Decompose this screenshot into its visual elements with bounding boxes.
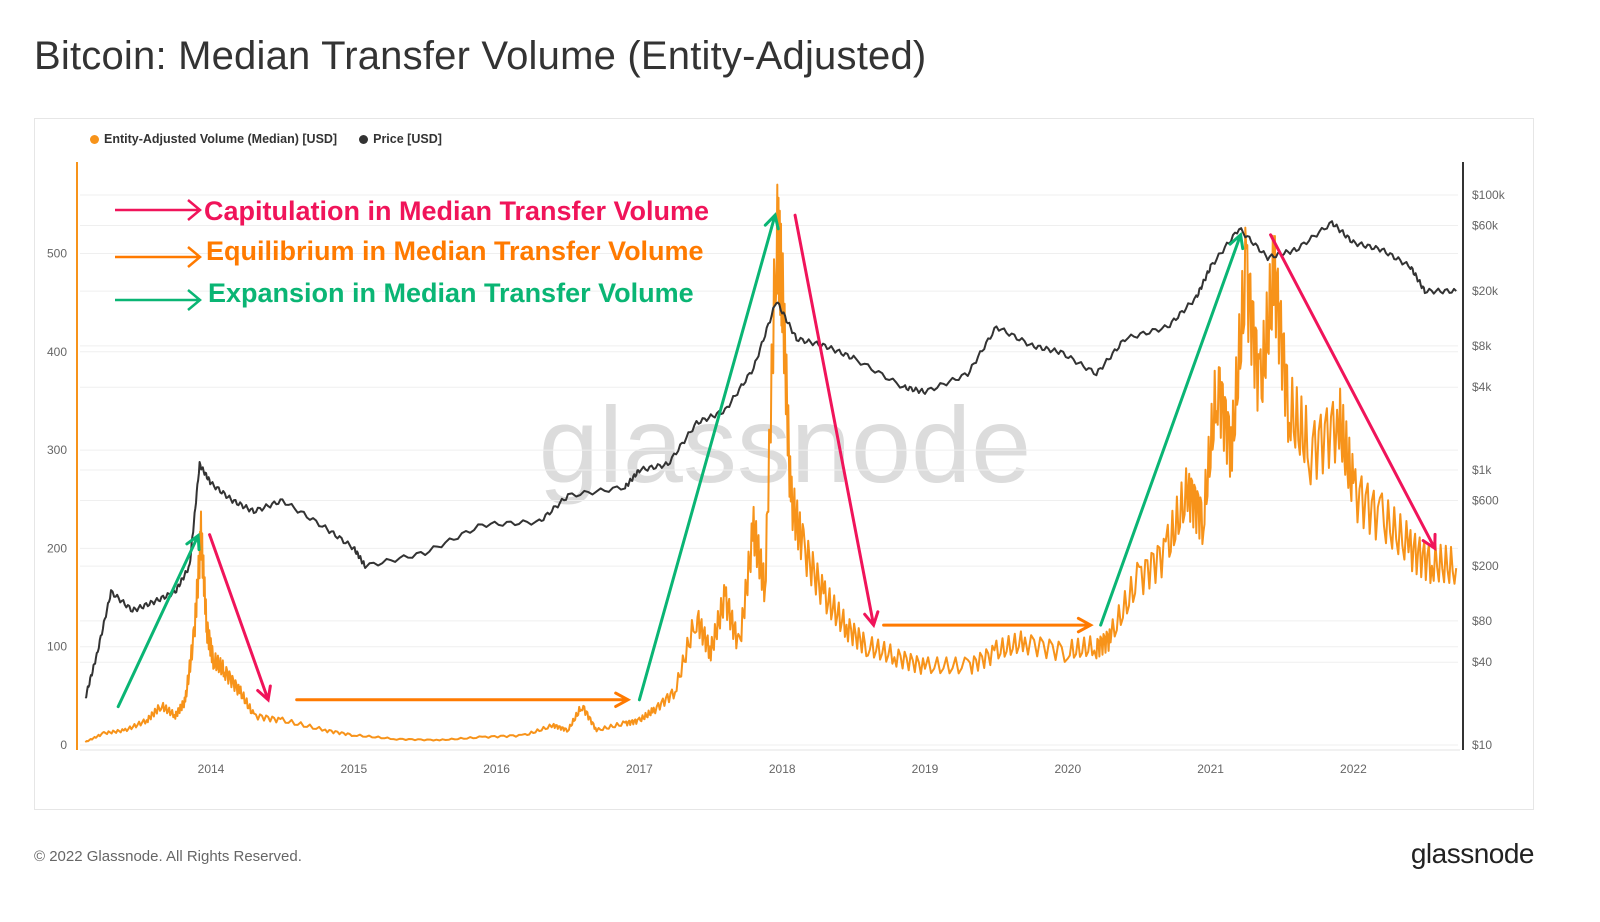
brand-logo: glassnode bbox=[1410, 838, 1535, 869]
equilibrium-key-arrow-icon bbox=[115, 246, 202, 268]
copyright: © 2022 Glassnode. All Rights Reserved. bbox=[34, 848, 302, 865]
y-right-tick-label: $100k bbox=[1472, 188, 1506, 202]
y-right-tick-label: $8k bbox=[1472, 339, 1492, 353]
annotation-equilibrium: Equilibrium in Median Transfer Volume bbox=[206, 236, 704, 266]
x-tick-label: 2017 bbox=[626, 762, 653, 776]
x-tick-label: 2022 bbox=[1340, 762, 1367, 776]
y-left-tick-label: 200 bbox=[47, 541, 67, 555]
x-tick-label: 2014 bbox=[198, 762, 225, 776]
y-right-tick-label: $60k bbox=[1472, 219, 1499, 233]
expansion-key-arrow-icon bbox=[115, 289, 202, 311]
capitulation-key-arrow-icon bbox=[115, 199, 202, 221]
annotation-expansion: Expansion in Median Transfer Volume bbox=[208, 278, 694, 308]
legend-label: Entity-Adjusted Volume (Median) [USD] bbox=[104, 132, 338, 146]
y-right-tick-label: $4k bbox=[1472, 380, 1492, 394]
y-right-tick-label: $80 bbox=[1472, 614, 1492, 628]
y-right-tick-label: $200 bbox=[1472, 559, 1499, 573]
x-tick-label: 2015 bbox=[340, 762, 367, 776]
capitulation-arrow bbox=[1269, 233, 1437, 552]
chart-panel bbox=[34, 118, 1534, 810]
annotation-key-arrows bbox=[115, 199, 202, 311]
x-tick-label: 2016 bbox=[483, 762, 510, 776]
y-right-tick-label: $1k bbox=[1472, 463, 1492, 477]
y-right-tick-label: $10 bbox=[1472, 738, 1492, 752]
y-right-tick-label: $40 bbox=[1472, 655, 1492, 669]
annotation-capitulation: Capitulation in Median Transfer Volume bbox=[204, 196, 710, 226]
page-title: Bitcoin: Median Transfer Volume (Entity-… bbox=[34, 34, 927, 78]
x-tick-label: 2020 bbox=[1054, 762, 1081, 776]
price-series-line bbox=[84, 220, 1457, 699]
y-left-tick-label: 300 bbox=[47, 443, 67, 457]
expansion-arrow bbox=[637, 212, 780, 702]
legend: Entity-Adjusted Volume (Median) [USD] Pr… bbox=[90, 132, 442, 146]
capitulation-arrow bbox=[793, 213, 880, 629]
expansion-arrow bbox=[116, 532, 201, 709]
capitulation-arrow bbox=[208, 533, 272, 703]
expansion-arrow bbox=[1099, 231, 1245, 627]
legend-item-volume[interactable]: Entity-Adjusted Volume (Median) [USD] bbox=[90, 132, 337, 146]
legend-item-price[interactable]: Price [USD] bbox=[359, 132, 442, 146]
y-right-tick-label: $600 bbox=[1472, 494, 1499, 508]
x-tick-label: 2018 bbox=[769, 762, 796, 776]
legend-dot-icon bbox=[359, 134, 369, 144]
volume-series-line bbox=[84, 183, 1458, 743]
x-tick-label: 2019 bbox=[912, 762, 939, 776]
x-tick-label: 2021 bbox=[1197, 762, 1224, 776]
equilibrium-arrow bbox=[882, 616, 1094, 634]
y-left-tick-label: 100 bbox=[47, 640, 67, 654]
legend-dot-icon bbox=[90, 134, 99, 144]
y-left-tick-label: 0 bbox=[60, 738, 67, 752]
legend-label: Price [USD] bbox=[373, 132, 442, 146]
y-right-tick-label: $20k bbox=[1472, 284, 1499, 298]
y-left-tick-label: 500 bbox=[47, 247, 67, 261]
y-left-tick-label: 400 bbox=[47, 345, 67, 359]
equilibrium-arrow bbox=[295, 691, 632, 708]
